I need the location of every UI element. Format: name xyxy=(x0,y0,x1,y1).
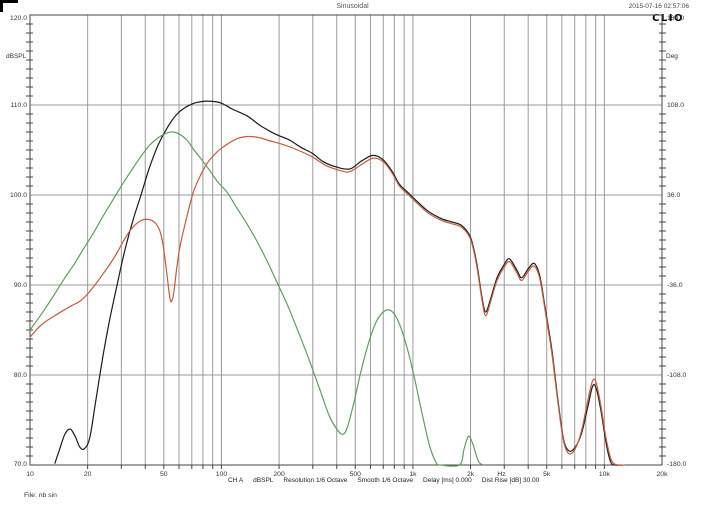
file-name-label: File: nb sin xyxy=(24,492,57,499)
status-delay: Delay [ms] 0.000 xyxy=(423,477,472,484)
timestamp: 2015-07-16 02:57:06 xyxy=(628,3,689,10)
left-axis-unit-label: dBSPL xyxy=(6,53,27,60)
y-left-tick-label: 70.0 xyxy=(14,461,27,468)
x-tick-label: 2k xyxy=(467,471,475,478)
y-right-tick-label: -36.0 xyxy=(667,282,683,289)
corner-mark xyxy=(0,0,18,12)
clio-logo: CLIO xyxy=(652,13,684,24)
x-tick-label: 20k xyxy=(657,471,669,478)
y-left-tick-label: 120.0 xyxy=(10,15,27,22)
curve-total-response-black xyxy=(54,100,621,466)
curve-nearfield-or-driver-response-green xyxy=(29,131,485,467)
curve-port-or-filtered-response-red xyxy=(29,135,626,466)
x-tick-label: 1k xyxy=(409,471,417,478)
status-smooth: Smooth 1/6 Octave xyxy=(357,477,414,484)
x-tick-label: 10 xyxy=(26,471,34,478)
x-tick-label: 5k xyxy=(543,471,551,478)
x-tick-label: 200 xyxy=(273,471,285,478)
right-axis-unit-label: Deg xyxy=(666,53,678,60)
x-tick-label: 500 xyxy=(350,471,362,478)
y-left-tick-label: 110.0 xyxy=(10,102,27,109)
status-resolution: Resolution 1/6 Octave xyxy=(283,477,348,484)
x-tick-label: 10k xyxy=(599,471,611,478)
y-right-tick-label: 108.0 xyxy=(667,102,684,109)
y-right-tick-label: 36.0 xyxy=(667,192,680,199)
plot-border[interactable] xyxy=(29,14,663,466)
y-left-tick-label: 80.0 xyxy=(14,372,27,379)
x-tick-label: 20 xyxy=(84,471,92,478)
status-dist-rise: Dist Rise [dB] 30.00 xyxy=(481,477,540,484)
y-right-tick-label: -108.0 xyxy=(667,372,686,379)
y-left-tick-label: 90.0 xyxy=(14,282,27,289)
y-left-tick-label: 100.0 xyxy=(10,192,27,199)
x-tick-label: Hz xyxy=(497,471,506,478)
x-tick-label: 50 xyxy=(160,471,168,478)
y-right-tick-label: -180.0 xyxy=(667,461,686,468)
chart-title: Sinusoidal xyxy=(336,3,369,10)
status-unit: dBSPL xyxy=(253,477,274,484)
x-tick-label: 100 xyxy=(216,471,228,478)
status-channel: CH A xyxy=(228,477,244,484)
y-right-tick-label: 180.0 xyxy=(667,15,684,22)
measurement-status-line: CH A dBSPL Resolution 1/6 Octave Smooth … xyxy=(228,477,539,484)
